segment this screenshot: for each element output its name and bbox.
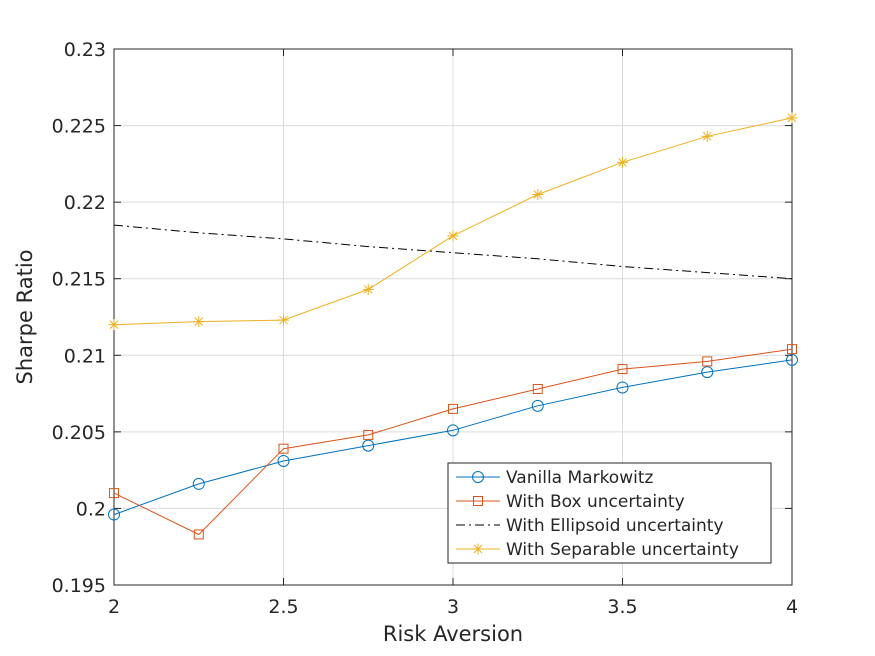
data-point (786, 112, 798, 124)
legend-marker (472, 543, 484, 555)
series-0 (108, 353, 798, 521)
series-1 (109, 344, 797, 540)
data-point (363, 429, 374, 440)
marker-stroke (533, 190, 543, 199)
y-tick-label: 0.2 (76, 498, 106, 520)
data-point (362, 283, 374, 295)
series-3 (108, 112, 798, 331)
series-line (113, 348, 793, 536)
data-point (362, 439, 375, 452)
x-tick-label: 2 (108, 596, 120, 618)
marker-stroke (787, 113, 797, 123)
legend-label: With Separable uncertainty (506, 540, 739, 560)
marker-stroke (279, 315, 288, 325)
data-point (617, 156, 628, 168)
legend-marker (473, 496, 483, 506)
y-tick-label: 0.21 (64, 345, 106, 367)
x-tick-label: 4 (786, 596, 798, 618)
y-axis-label: Sharpe Ratio (13, 250, 37, 385)
x-tick-label: 2.5 (268, 596, 298, 618)
data-point (532, 383, 543, 394)
series (108, 112, 798, 540)
data-point (447, 424, 459, 437)
data-point (108, 319, 120, 331)
x-axis-label: Risk Aversion (383, 622, 523, 646)
legend-entry: With Separable uncertainty (456, 540, 739, 560)
ticks: 2 2.5 3 3.5 4 0.195 0.2 0.205 0.21 0.215 0.22 0.225… (52, 39, 798, 618)
y-tick-label: 0.195 (52, 575, 106, 597)
legend-box (447, 462, 772, 564)
marker-stroke (194, 317, 204, 326)
legend: Vanilla Markowitz With Box uncertainty Wit… (447, 462, 772, 564)
data-point (192, 477, 205, 490)
series-line (113, 359, 793, 516)
data-point (531, 399, 544, 412)
marker-stroke (109, 320, 119, 330)
legend-label: With Ellipsoid uncertainty (506, 516, 724, 536)
data-point (277, 454, 290, 467)
data-point (193, 529, 204, 540)
legend-marker (472, 471, 484, 483)
y-tick-label: 0.225 (52, 116, 106, 138)
y-tick-label: 0.22 (64, 192, 106, 214)
legend-entries: Vanilla Markowitz With Box uncertainty Wit… (456, 468, 739, 560)
data-point (193, 316, 205, 328)
y-tick-label: 0.205 (52, 422, 106, 444)
x-tick-label: 3.5 (607, 596, 637, 618)
data-point (616, 381, 629, 394)
legend-entry: With Box uncertainty (456, 492, 685, 512)
data-point (701, 366, 714, 379)
data-point (787, 344, 797, 355)
legend-entry: Vanilla Markowitz (456, 468, 653, 488)
marker-stroke (702, 131, 712, 141)
data-point (786, 353, 798, 366)
data-point (278, 314, 289, 326)
data-point (448, 403, 458, 414)
legend-label: With Box uncertainty (506, 492, 685, 512)
y-tick-label: 0.215 (52, 269, 106, 291)
legend-entry: With Ellipsoid uncertainty (456, 516, 724, 536)
legend-label: Vanilla Markowitz (506, 468, 653, 488)
marker-stroke (363, 285, 373, 294)
marker-stroke (448, 231, 458, 241)
marker-stroke (473, 544, 483, 554)
data-point (702, 356, 713, 367)
y-tick-label: 0.23 (64, 39, 106, 61)
data-point (108, 508, 120, 521)
data-point (109, 488, 119, 499)
x-tick-label: 3 (447, 596, 459, 618)
data-point (617, 364, 628, 375)
data-point (447, 230, 459, 242)
marker-stroke (618, 157, 627, 167)
data-point (532, 188, 544, 200)
data-point (701, 130, 713, 142)
data-point (278, 443, 289, 454)
